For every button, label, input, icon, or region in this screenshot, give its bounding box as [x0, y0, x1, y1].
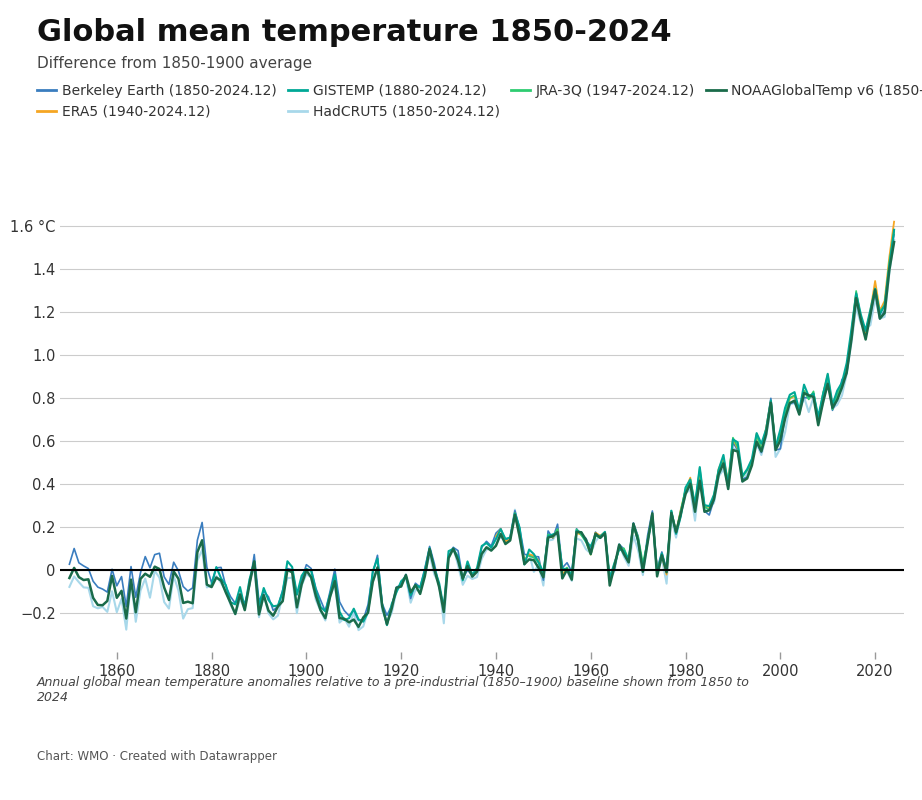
Text: Global mean temperature 1850-2024: Global mean temperature 1850-2024 — [37, 18, 671, 46]
Text: Chart: WMO · Created with Datawrapper: Chart: WMO · Created with Datawrapper — [37, 750, 277, 763]
Legend: Berkeley Earth (1850-2024.12), ERA5 (1940-2024.12), GISTEMP (1880-2024.12), HadC: Berkeley Earth (1850-2024.12), ERA5 (194… — [37, 84, 922, 119]
Text: Difference from 1850-1900 average: Difference from 1850-1900 average — [37, 56, 312, 71]
Text: Annual global mean temperature anomalies relative to a pre-industrial (1850–1900: Annual global mean temperature anomalies… — [37, 676, 750, 704]
